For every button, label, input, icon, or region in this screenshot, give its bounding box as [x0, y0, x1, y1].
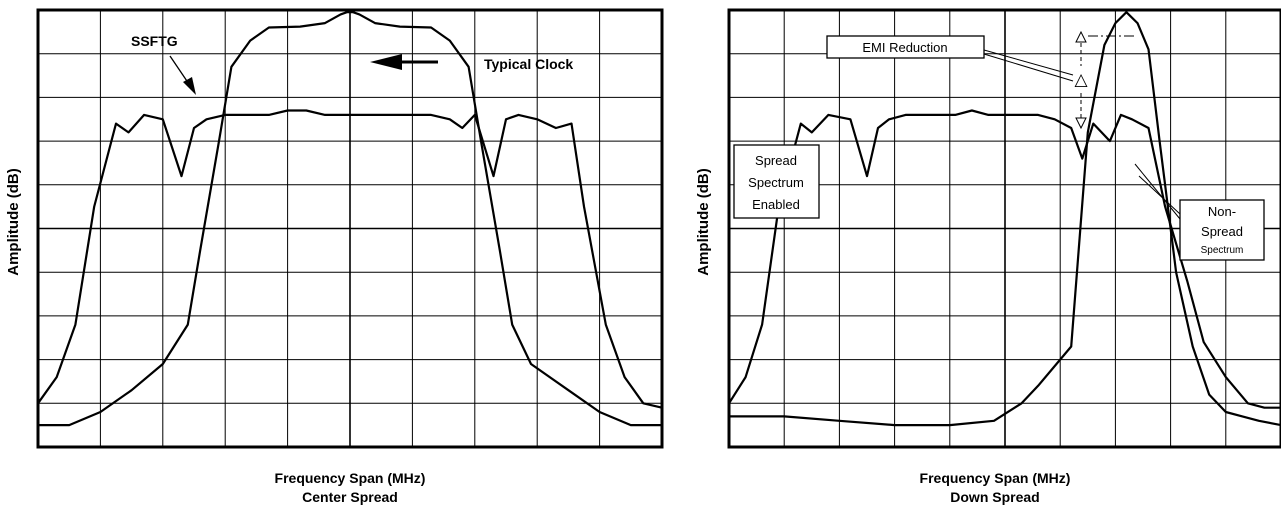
emi-reduction-label: EMI Reduction: [862, 40, 947, 55]
spread-spectrum-line2: Spectrum: [748, 175, 804, 190]
non-spread-line1: Non-: [1208, 204, 1236, 219]
non-spread-line2: Spread: [1201, 224, 1243, 239]
series-group-center-spread: [37, 11, 663, 427]
series-line-2: [728, 109, 1281, 409]
ssftg-label: SSFTG: [131, 33, 178, 49]
ssftg-arrowhead: [183, 77, 196, 95]
emi-dim-arrow-up: [1075, 30, 1087, 43]
chart-subtitle: Center Spread: [302, 489, 398, 505]
non-spread-line3: Spectrum: [1201, 245, 1244, 256]
chart-subtitle: Down Spread: [950, 489, 1039, 505]
plot-frame: [727, 8, 1281, 449]
plot-frame: [36, 8, 664, 449]
spread-spectrum-line3: Enabled: [752, 197, 800, 212]
emi-reduction-box: [826, 35, 985, 59]
delta-symbol: △: [1074, 70, 1088, 90]
emi-pointer-line-1: [983, 49, 1074, 76]
series-line-2: [37, 109, 663, 409]
x-axis-label: Frequency Span (MHz): [275, 470, 426, 486]
non-spread-pointer-2: [1134, 163, 1181, 220]
chart-panel-down-spread: Amplitude (dB) Frequency Span (MHz) Down…: [690, 0, 1281, 514]
chart-svg-center-spread: Amplitude (dB) Frequency Span (MHz) Cent…: [5, 8, 664, 505]
chart-panel-center-spread: Amplitude (dB) Frequency Span (MHz) Cent…: [5, 8, 664, 505]
chart-svg-down-spread: Amplitude (dB) Frequency Span (MHz) Down…: [695, 8, 1281, 505]
x-axis-label: Frequency Span (MHz): [920, 470, 1071, 486]
y-axis-label: Amplitude (dB): [5, 168, 22, 275]
y-axis-label: Amplitude (dB): [695, 168, 712, 275]
non-spread-pointer-1: [1138, 175, 1181, 215]
series-group-down-spread: [728, 11, 1281, 427]
typical-clock-arrowhead: [370, 54, 402, 70]
emi-pointer-line-2: [983, 53, 1074, 82]
grid-down-spread: [729, 10, 1281, 447]
series-line-1: [729, 11, 1281, 427]
spread-spectrum-line1: Spread: [755, 153, 797, 168]
non-spread-box: [1179, 199, 1265, 261]
emi-dim-arrow-down: [1075, 117, 1087, 130]
typical-clock-label: Typical Clock: [484, 56, 573, 72]
series-line-1: [38, 11, 662, 427]
grid-center-spread: [38, 10, 662, 447]
spread-spectrum-box: [733, 144, 820, 219]
